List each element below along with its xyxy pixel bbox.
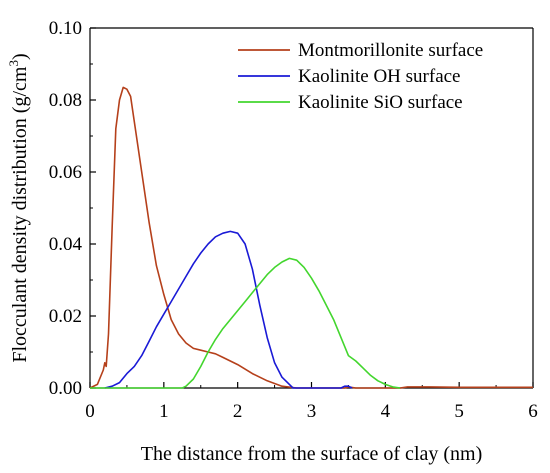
x-tick-label: 1: [159, 401, 169, 422]
y-tick-label: 0.02: [49, 306, 82, 327]
y-tick-label: 0.06: [49, 162, 82, 183]
y-axis-label-main: Flocculant density distribution (g/cm: [9, 66, 31, 363]
x-tick-label: 2: [233, 401, 243, 422]
y-tick-label: 0.10: [49, 18, 82, 39]
y-tick-label: 0.08: [49, 90, 82, 111]
series-line-1: [104, 230, 353, 389]
y-axis-label: Flocculant density distribution (g/cm3): [6, 53, 31, 362]
x-tick-label: 5: [454, 401, 464, 422]
y-axis-label-close: ): [9, 53, 31, 60]
legend-label-2: Kaolinite SiO surface: [298, 92, 463, 113]
x-axis-label: The distance from the surface of clay (n…: [141, 443, 483, 465]
x-tick-label: 4: [381, 401, 391, 422]
y-axis-ticks: 0.00 0.02 0.04 0.06 0.08 0.10: [49, 18, 96, 399]
series-line-2: [90, 257, 401, 389]
y-axis-label-superscript: 3: [6, 60, 21, 67]
legend-label-1: Kaolinite OH surface: [298, 66, 461, 87]
legend: Montmorillonite surface Kaolinite OH surf…: [238, 40, 483, 113]
x-tick-label: 0: [85, 401, 95, 422]
series-layer: [89, 86, 533, 389]
x-tick-label: 3: [307, 401, 317, 422]
legend-label-0: Montmorillonite surface: [298, 40, 483, 61]
y-tick-label: 0.04: [49, 234, 83, 255]
x-tick-label: 6: [528, 401, 538, 422]
series-line-0: [89, 86, 533, 389]
y-tick-label: 0.00: [49, 378, 82, 399]
